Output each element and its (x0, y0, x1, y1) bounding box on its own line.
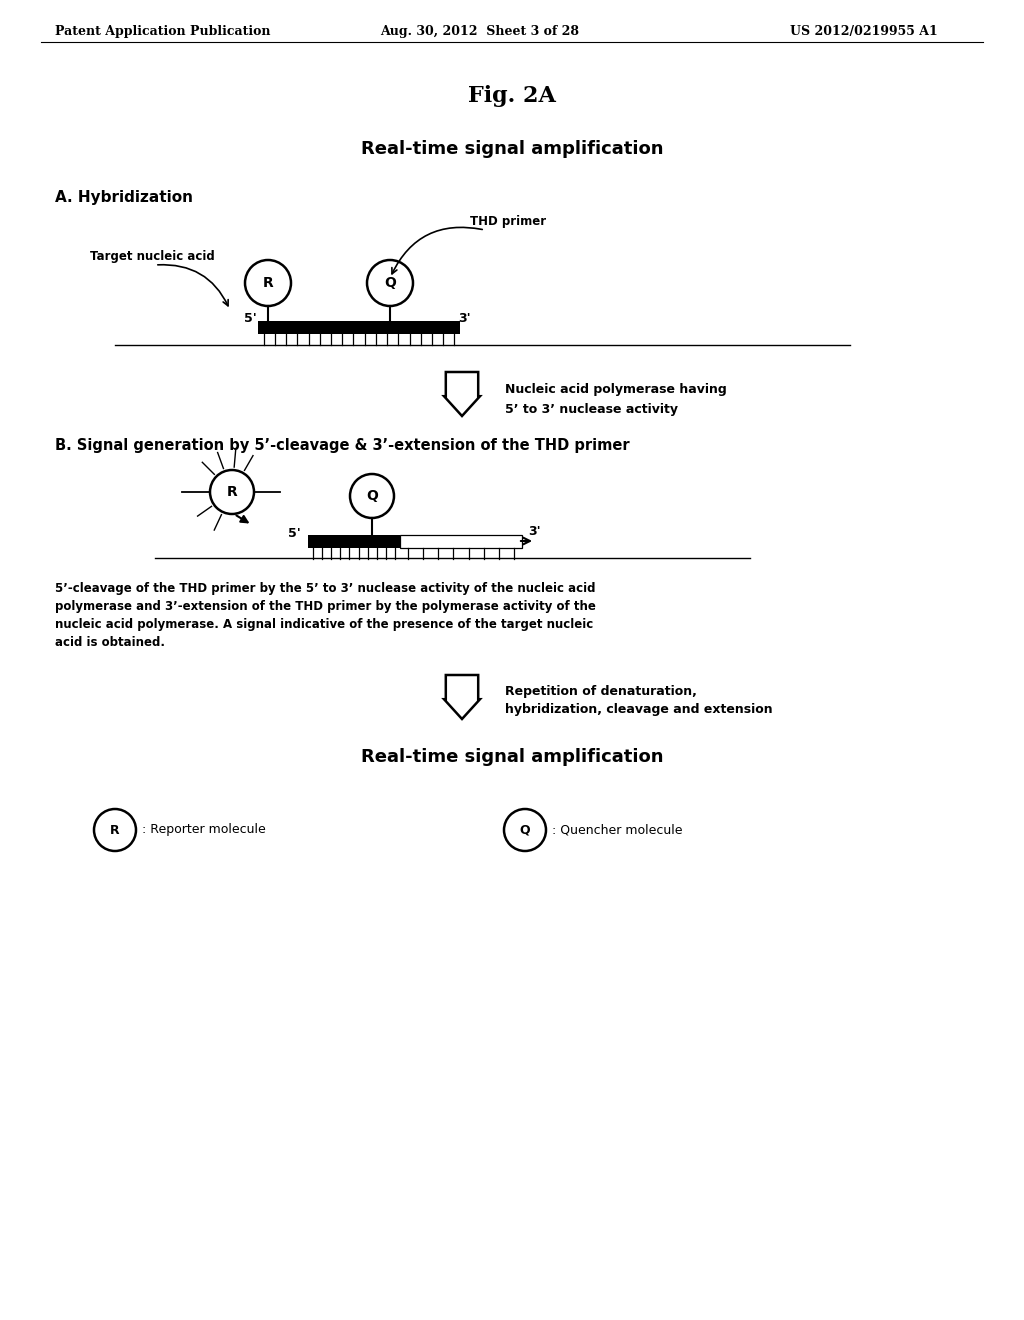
Text: hybridization, cleavage and extension: hybridization, cleavage and extension (505, 704, 773, 717)
Text: nucleic acid polymerase. A signal indicative of the presence of the target nucle: nucleic acid polymerase. A signal indica… (55, 618, 593, 631)
Bar (258, 321, 460, 334)
Text: Q: Q (384, 276, 396, 290)
Text: 3': 3' (458, 312, 471, 325)
Text: Real-time signal amplification: Real-time signal amplification (360, 140, 664, 158)
Text: R: R (262, 276, 273, 290)
Bar (308, 535, 400, 548)
Text: Q: Q (520, 824, 530, 837)
Text: R: R (111, 824, 120, 837)
Text: Fig. 2A: Fig. 2A (468, 84, 556, 107)
Text: 5': 5' (288, 527, 301, 540)
Text: Repetition of denaturation,: Repetition of denaturation, (505, 685, 697, 698)
Text: Target nucleic acid: Target nucleic acid (90, 249, 215, 263)
Text: Q: Q (366, 488, 378, 503)
Bar (400, 535, 522, 548)
Text: acid is obtained.: acid is obtained. (55, 636, 165, 649)
Text: polymerase and 3’-extension of the THD primer by the polymerase activity of the: polymerase and 3’-extension of the THD p… (55, 601, 596, 612)
Text: : Quencher molecule: : Quencher molecule (552, 824, 683, 837)
Text: : Reporter molecule: : Reporter molecule (142, 824, 266, 837)
Text: 5’-cleavage of the THD primer by the 5’ to 3’ nuclease activity of the nucleic a: 5’-cleavage of the THD primer by the 5’ … (55, 582, 596, 595)
Text: Nucleic acid polymerase having: Nucleic acid polymerase having (505, 384, 727, 396)
Text: THD primer: THD primer (470, 215, 546, 228)
Text: Patent Application Publication: Patent Application Publication (55, 25, 270, 38)
Text: Real-time signal amplification: Real-time signal amplification (360, 748, 664, 766)
Text: A. Hybridization: A. Hybridization (55, 190, 193, 205)
Text: R: R (226, 484, 238, 499)
Polygon shape (444, 372, 480, 416)
Text: US 2012/0219955 A1: US 2012/0219955 A1 (790, 25, 938, 38)
Text: 3': 3' (528, 525, 541, 539)
Polygon shape (444, 675, 480, 719)
Text: Aug. 30, 2012  Sheet 3 of 28: Aug. 30, 2012 Sheet 3 of 28 (380, 25, 579, 38)
Text: 5’ to 3’ nuclease activity: 5’ to 3’ nuclease activity (505, 404, 678, 417)
Text: 5': 5' (244, 312, 257, 325)
Text: B. Signal generation by 5’-cleavage & 3’-extension of the THD primer: B. Signal generation by 5’-cleavage & 3’… (55, 438, 630, 453)
